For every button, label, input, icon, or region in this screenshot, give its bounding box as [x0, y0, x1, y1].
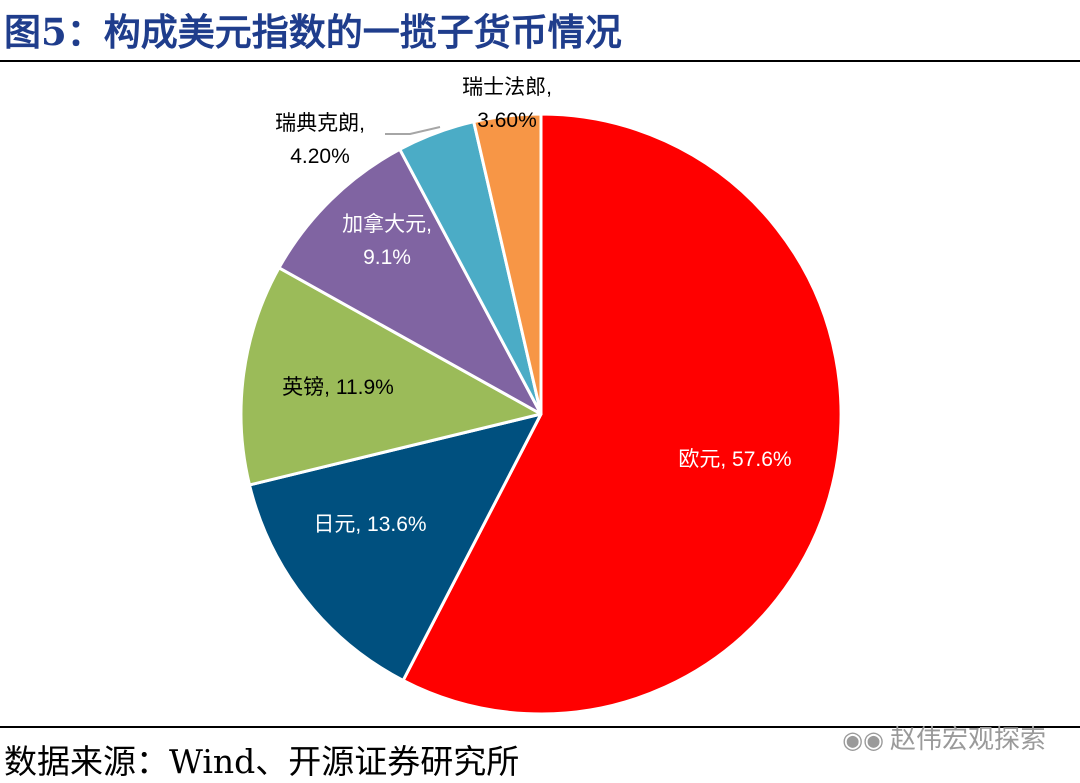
data-source-note: 数据来源：Wind、开源证券研究所 [4, 742, 520, 781]
slice-label-sek: 瑞典克朗, 4.20% [275, 112, 365, 168]
pie-slices [239, 112, 843, 716]
figure-title: 图5：构成美元指数的一揽子货币情况 [4, 10, 622, 54]
slice-label-pound: 英镑, 11.9% [282, 376, 394, 399]
bottom-divider [0, 726, 1080, 728]
wechat-icon: ◉◉ [842, 726, 884, 754]
pie-slice-cad [277, 147, 543, 416]
pie-labels: 欧元, 57.6% 日元, 13.6% 英镑, 11.9% 加拿大元, 9.1% 瑞典克朗… [275, 76, 792, 536]
watermark: ◉◉ 赵伟宏观探索 [842, 719, 1046, 756]
watermark-text: 赵伟宏观探索 [889, 725, 1046, 755]
slice-label-cad: 加拿大元, 9.1% [342, 212, 432, 269]
pie-slice-chf [472, 112, 543, 416]
pie-slice-yen [248, 412, 543, 682]
pie-chart: 欧元, 57.6% 日元, 13.6% 英镑, 11.9% 加拿大元, 9.1% 瑞典克朗… [239, 76, 843, 716]
leader-line-sweden [385, 126, 441, 135]
pie-slice-pound [239, 266, 543, 487]
slice-label-euro: 欧元, 57.6% [678, 448, 791, 471]
slice-label-yen: 日元, 13.6% [313, 513, 426, 536]
top-divider [0, 60, 1080, 62]
slice-label-chf: 瑞士法郎, 3.60% [462, 76, 552, 132]
pie-slice-euro [401, 112, 843, 716]
